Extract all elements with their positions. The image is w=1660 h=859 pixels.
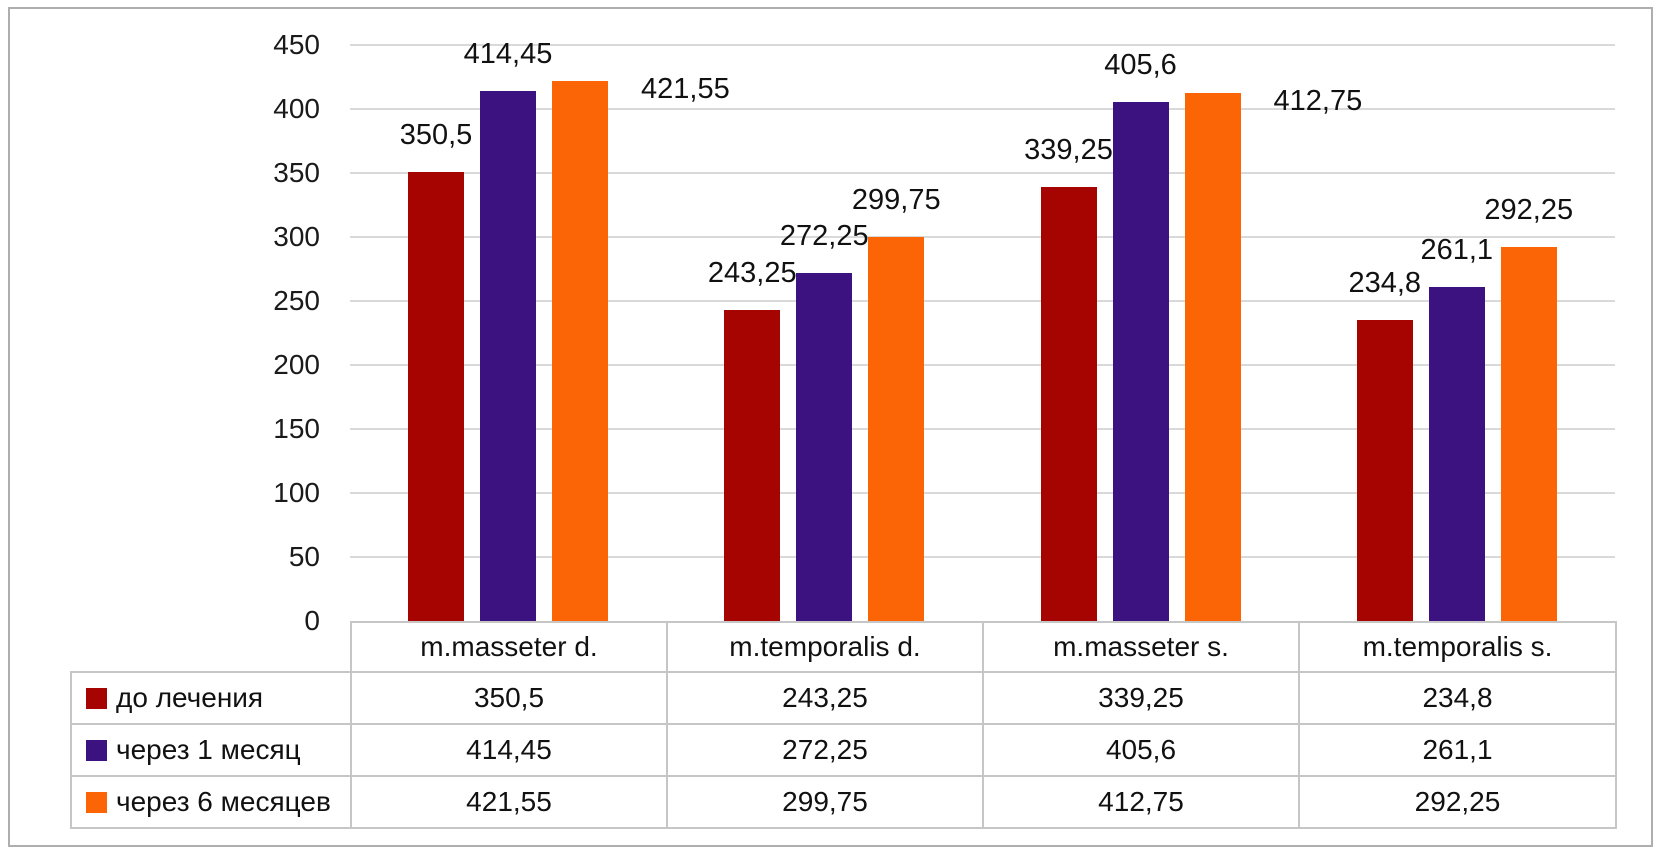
- category-header-cell: m.temporalis s.: [1298, 621, 1617, 673]
- bar-value-label: 412,75: [1273, 84, 1363, 117]
- bar: [408, 172, 464, 621]
- legend-entry: через 1 месяц: [73, 734, 349, 766]
- y-axis-label: 250: [273, 285, 320, 316]
- y-axis-label: 350: [273, 157, 320, 188]
- bar-value-label: 234,8: [1348, 267, 1422, 300]
- bar: [1184, 92, 1241, 621]
- gridline: [350, 556, 1615, 558]
- value-cell: 299,75: [666, 775, 984, 829]
- legend-label: до лечения: [116, 682, 264, 713]
- gridline: [350, 108, 1615, 110]
- gridline: [350, 364, 1615, 366]
- value-cell: 243,25: [666, 671, 984, 725]
- y-axis-label: 300: [273, 221, 320, 252]
- legend-cell: через 6 месяцев: [70, 775, 352, 829]
- bar: [1428, 286, 1485, 621]
- y-axis-label: 0: [304, 605, 320, 636]
- gridline: [350, 236, 1615, 238]
- category-header-cell: m.temporalis d.: [666, 621, 984, 673]
- bar: [796, 272, 853, 621]
- bar-value-label: 272,25: [779, 219, 869, 252]
- value-cell: 272,25: [666, 723, 984, 777]
- bar-value-label: 405,6: [1104, 48, 1177, 81]
- gridline: [350, 300, 1615, 302]
- gridline: [350, 428, 1615, 430]
- bar-value-label: 292,25: [1484, 193, 1574, 226]
- y-axis-label: 400: [273, 93, 320, 124]
- legend-cell: до лечения: [70, 671, 352, 725]
- data-table: m.masseter d. m.temporalis d. m.masseter s…: [70, 621, 1617, 829]
- y-axis-label: 200: [273, 349, 320, 380]
- value-cell: 261,1: [1298, 723, 1617, 777]
- legend-cell: через 1 месяц: [70, 723, 352, 777]
- value-cell: 405,6: [982, 723, 1300, 777]
- bar: [1112, 101, 1169, 621]
- legend-label: через 1 месяц: [116, 734, 301, 765]
- value-cell: 350,5: [350, 671, 668, 725]
- value-cell: 339,25: [982, 671, 1300, 725]
- y-axis-label: 100: [273, 477, 320, 508]
- y-axis-label: 450: [273, 29, 320, 60]
- legend-entry: через 6 месяцев: [73, 786, 349, 818]
- bar-value-label: 261,1: [1420, 233, 1494, 266]
- value-cell: 414,45: [350, 723, 668, 777]
- legend-entry: до лечения: [73, 682, 349, 714]
- bar-value-label: 339,25: [1024, 133, 1113, 166]
- gridline: [350, 44, 1615, 46]
- gridline: [350, 172, 1615, 174]
- legend-swatch-icon: [86, 791, 107, 813]
- legend-label: через 6 месяцев: [116, 786, 331, 817]
- bar: [724, 309, 781, 621]
- chart-frame: 350,5 414,45 421,55 243,25 272,25 299,75 339,2…: [8, 7, 1653, 847]
- legend-swatch-icon: [86, 739, 107, 761]
- bar: [1356, 320, 1413, 621]
- category-header-row: m.masseter d. m.temporalis d. m.masseter s…: [71, 621, 1617, 673]
- bar-value-label: 299,75: [851, 184, 941, 217]
- plot-area: 350,5 414,45 421,55 243,25 272,25 299,75 339,2…: [350, 38, 1615, 621]
- bar-value-label: 243,25: [707, 256, 797, 289]
- bar: [868, 237, 925, 621]
- bar: [480, 90, 536, 621]
- bar: [552, 81, 608, 621]
- value-cell: 234,8: [1298, 671, 1617, 725]
- gridline: [350, 492, 1615, 494]
- category-header-cell: m.masseter d.: [350, 621, 668, 673]
- table-row: до лечения 350,5 243,25 339,25 234,8: [70, 671, 1617, 725]
- value-cell: 421,55: [350, 775, 668, 829]
- bar-value-label: 350,5: [399, 119, 473, 152]
- legend-swatch-icon: [86, 687, 107, 709]
- y-axis-label: 50: [288, 541, 320, 572]
- table-row: через 6 месяцев 421,55 299,75 412,75 292,25: [70, 775, 1617, 829]
- value-cell: 412,75: [982, 775, 1300, 829]
- table-row: через 1 месяц 414,45 272,25 405,6 261,1: [70, 723, 1617, 777]
- value-cell: 292,25: [1298, 775, 1617, 829]
- bar: [1040, 186, 1097, 621]
- bar-value-label: 414,45: [463, 37, 553, 70]
- bar: [1500, 246, 1557, 621]
- y-axis-label: 150: [273, 413, 320, 444]
- category-header-cell: m.masseter s.: [982, 621, 1300, 673]
- bar-value-label: 421,55: [641, 73, 730, 106]
